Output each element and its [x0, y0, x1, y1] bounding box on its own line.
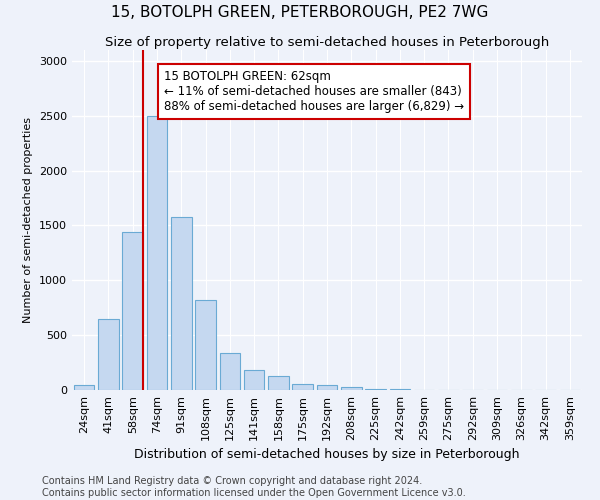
Bar — [341, 388, 362, 390]
Bar — [292, 384, 313, 390]
Text: Contains HM Land Registry data © Crown copyright and database right 2024.
Contai: Contains HM Land Registry data © Crown c… — [42, 476, 466, 498]
Y-axis label: Number of semi-detached properties: Number of semi-detached properties — [23, 117, 34, 323]
Bar — [365, 389, 386, 390]
X-axis label: Distribution of semi-detached houses by size in Peterborough: Distribution of semi-detached houses by … — [134, 448, 520, 462]
Text: 15 BOTOLPH GREEN: 62sqm
← 11% of semi-detached houses are smaller (843)
88% of s: 15 BOTOLPH GREEN: 62sqm ← 11% of semi-de… — [164, 70, 464, 114]
Bar — [98, 318, 119, 390]
Bar — [195, 300, 216, 390]
Bar — [146, 116, 167, 390]
Bar — [74, 385, 94, 390]
Bar — [220, 352, 240, 390]
Text: 15, BOTOLPH GREEN, PETERBOROUGH, PE2 7WG: 15, BOTOLPH GREEN, PETERBOROUGH, PE2 7WG — [112, 5, 488, 20]
Bar — [317, 385, 337, 390]
Title: Size of property relative to semi-detached houses in Peterborough: Size of property relative to semi-detach… — [105, 36, 549, 49]
Bar — [268, 376, 289, 390]
Bar — [122, 232, 143, 390]
Bar — [244, 370, 265, 390]
Bar — [171, 216, 191, 390]
